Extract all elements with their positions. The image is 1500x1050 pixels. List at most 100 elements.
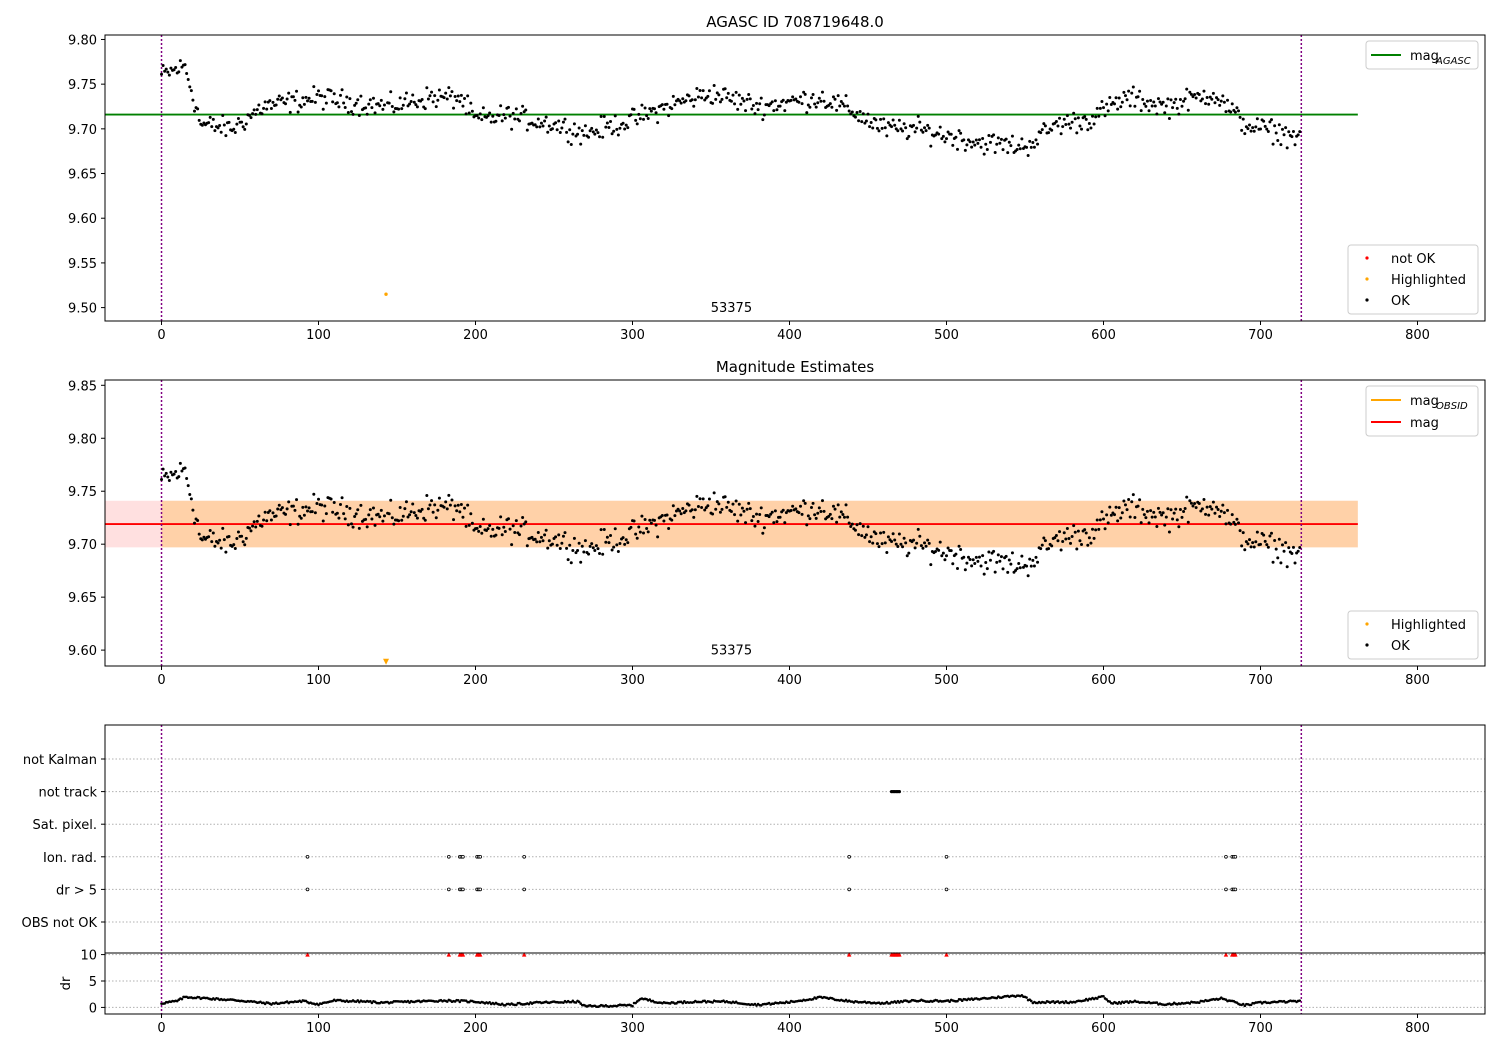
ok-point — [915, 541, 919, 545]
ok-point — [959, 547, 963, 551]
ok-point — [1174, 97, 1178, 101]
ok-point — [784, 511, 788, 515]
x-tick-label: 700 — [1248, 328, 1273, 343]
ok-point — [883, 541, 887, 545]
ok-point — [1101, 106, 1105, 110]
ok-point — [797, 100, 801, 104]
ok-point — [489, 120, 493, 124]
ok-point — [295, 498, 299, 502]
x-tick-label: 400 — [777, 1021, 802, 1036]
ok-point — [346, 523, 350, 527]
ok-point — [587, 135, 591, 139]
ok-point — [1276, 138, 1280, 142]
y-tick-label: 9.80 — [68, 432, 97, 447]
ok-point — [491, 114, 495, 118]
ok-point — [1167, 530, 1171, 534]
ok-point — [729, 99, 733, 103]
ok-point — [1153, 104, 1157, 108]
dr-point — [574, 1001, 578, 1004]
ok-point — [249, 529, 253, 533]
ok-point — [196, 518, 200, 522]
ok-point — [1213, 511, 1217, 515]
legend-label: OK — [1391, 294, 1410, 309]
ok-point — [1193, 501, 1197, 505]
ok-point — [577, 126, 581, 130]
ok-point — [963, 148, 967, 152]
ok-point — [1117, 506, 1121, 510]
ok-point — [841, 102, 845, 106]
ok-point — [1010, 134, 1014, 138]
ok-point — [1120, 100, 1124, 104]
ok-point — [1009, 562, 1013, 566]
ok-point — [312, 492, 316, 496]
ok-point — [186, 484, 190, 488]
ok-point — [390, 105, 394, 109]
flag-row-label: Sat. pixel. — [33, 818, 97, 833]
ok-point — [1279, 143, 1283, 147]
ok-point — [1284, 541, 1288, 545]
ok-point — [1248, 123, 1252, 127]
ok-point — [1155, 525, 1159, 529]
dr-clipped-marker — [460, 952, 466, 957]
dr-point — [1243, 1004, 1247, 1008]
ok-point — [1083, 115, 1087, 119]
ok-point — [756, 108, 760, 112]
ok-point — [576, 132, 580, 136]
ok-point — [1020, 554, 1024, 558]
ok-point — [561, 534, 565, 538]
ok-point — [370, 517, 374, 521]
ok-point — [858, 522, 862, 526]
ok-point — [1235, 106, 1239, 110]
ok-point — [470, 109, 474, 113]
ok-point — [923, 541, 927, 545]
ok-point — [277, 503, 281, 507]
ok-point — [403, 97, 407, 101]
ok-point — [307, 506, 311, 510]
ok-point — [1251, 541, 1255, 545]
ok-point — [1298, 545, 1302, 549]
ok-point — [594, 128, 598, 132]
ok-point — [844, 503, 848, 507]
ok-point — [913, 546, 917, 550]
ok-point — [1125, 98, 1129, 102]
ok-point — [811, 501, 815, 505]
ok-point — [480, 531, 484, 535]
x-tick-label: 600 — [1091, 328, 1116, 343]
dr-point — [1249, 1003, 1253, 1007]
ok-point — [988, 558, 992, 562]
ok-point — [974, 138, 978, 142]
ok-point — [681, 97, 685, 101]
ok-point — [902, 536, 906, 540]
ok-point — [274, 103, 278, 107]
x-tick-label: 500 — [934, 673, 959, 688]
flag-point — [522, 854, 526, 859]
ok-point — [445, 507, 449, 511]
ok-point — [731, 93, 735, 97]
ok-point — [488, 111, 492, 115]
ok-point — [846, 515, 850, 519]
ok-point — [1241, 117, 1245, 121]
ok-point — [844, 94, 848, 98]
ok-point — [428, 503, 432, 507]
y-tick-label: 9.65 — [68, 168, 97, 183]
ok-point — [188, 85, 192, 89]
ok-point — [1056, 124, 1060, 128]
ok-point — [1255, 117, 1259, 121]
ok-point — [494, 533, 498, 537]
ok-point — [737, 93, 741, 97]
ok-point — [240, 120, 244, 124]
ok-point — [874, 532, 878, 536]
ok-point — [1032, 564, 1036, 568]
ok-point — [1211, 91, 1215, 95]
ok-point — [695, 86, 699, 90]
ok-point — [1202, 498, 1206, 502]
ok-point — [1006, 151, 1010, 155]
ok-point — [189, 89, 193, 93]
ok-point — [547, 539, 551, 543]
ok-point — [602, 114, 606, 118]
ok-point — [871, 541, 875, 545]
ok-point — [583, 124, 587, 128]
ok-point — [687, 94, 691, 98]
ok-point — [959, 131, 963, 135]
ok-point — [400, 107, 404, 111]
